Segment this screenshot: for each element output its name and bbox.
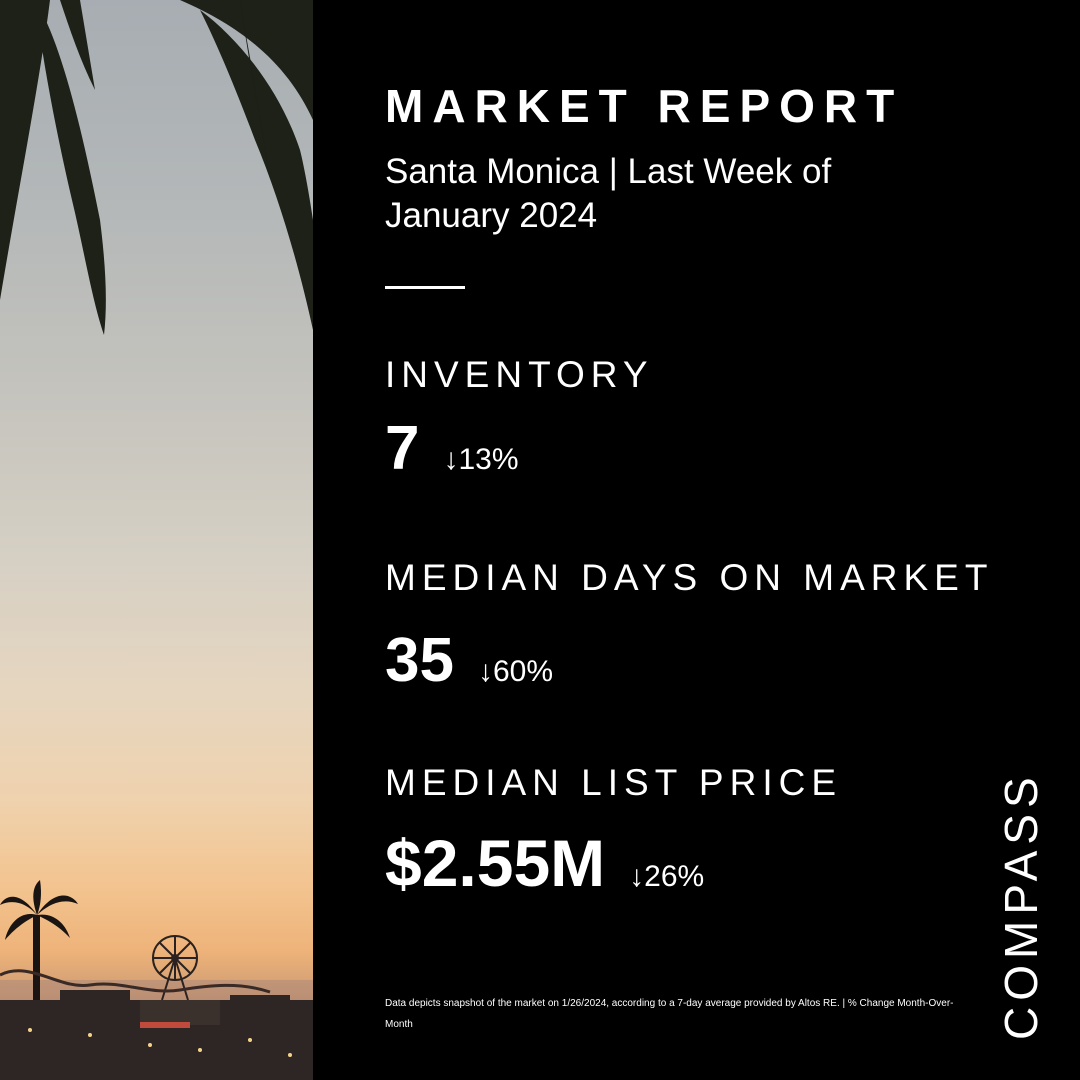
- palm-fronds-top-right: [180, 0, 313, 330]
- inventory-label: INVENTORY: [385, 354, 654, 395]
- days-on-market-change: ↓60%: [477, 655, 554, 688]
- inventory-change: ↓13%: [443, 443, 519, 476]
- pier-sign: [140, 1022, 190, 1028]
- inventory-value: 7: [385, 414, 420, 483]
- pier-buildings: [0, 990, 313, 1080]
- title-divider: [385, 286, 465, 289]
- list-price-metric: $2.55M ↓26%: [385, 830, 704, 896]
- data-footnote: Data depicts snapshot of the market on 1…: [385, 998, 954, 1030]
- days-on-market-value: 35: [385, 626, 454, 695]
- days-on-market-metric: 35 ↓60%: [385, 630, 553, 692]
- days-on-market-label: MEDIAN DAYS ON MARKET: [385, 557, 994, 598]
- list-price-label: MEDIAN LIST PRICE: [385, 762, 843, 803]
- palm-tree-bottom: [0, 880, 78, 1080]
- compass-logo: COMPASS: [995, 771, 1047, 1040]
- photo-illustration: [0, 0, 313, 1080]
- list-price-value: $2.55M: [385, 826, 606, 900]
- report-title: MARKET REPORT: [385, 80, 904, 132]
- report-panel: MARKET REPORT Santa Monica | Last Week o…: [313, 0, 1080, 1080]
- santa-monica-pier-photo: [0, 0, 313, 1080]
- report-subtitle: Santa Monica | Last Week of January 2024: [385, 152, 832, 235]
- ferris-wheel: [152, 935, 198, 1001]
- coaster-track: [0, 969, 271, 994]
- list-price-change: ↓26%: [629, 860, 705, 893]
- pier-lights: [28, 1028, 292, 1057]
- palm-fronds-top-left: [0, 0, 106, 335]
- inventory-metric: 7 ↓13%: [385, 418, 519, 480]
